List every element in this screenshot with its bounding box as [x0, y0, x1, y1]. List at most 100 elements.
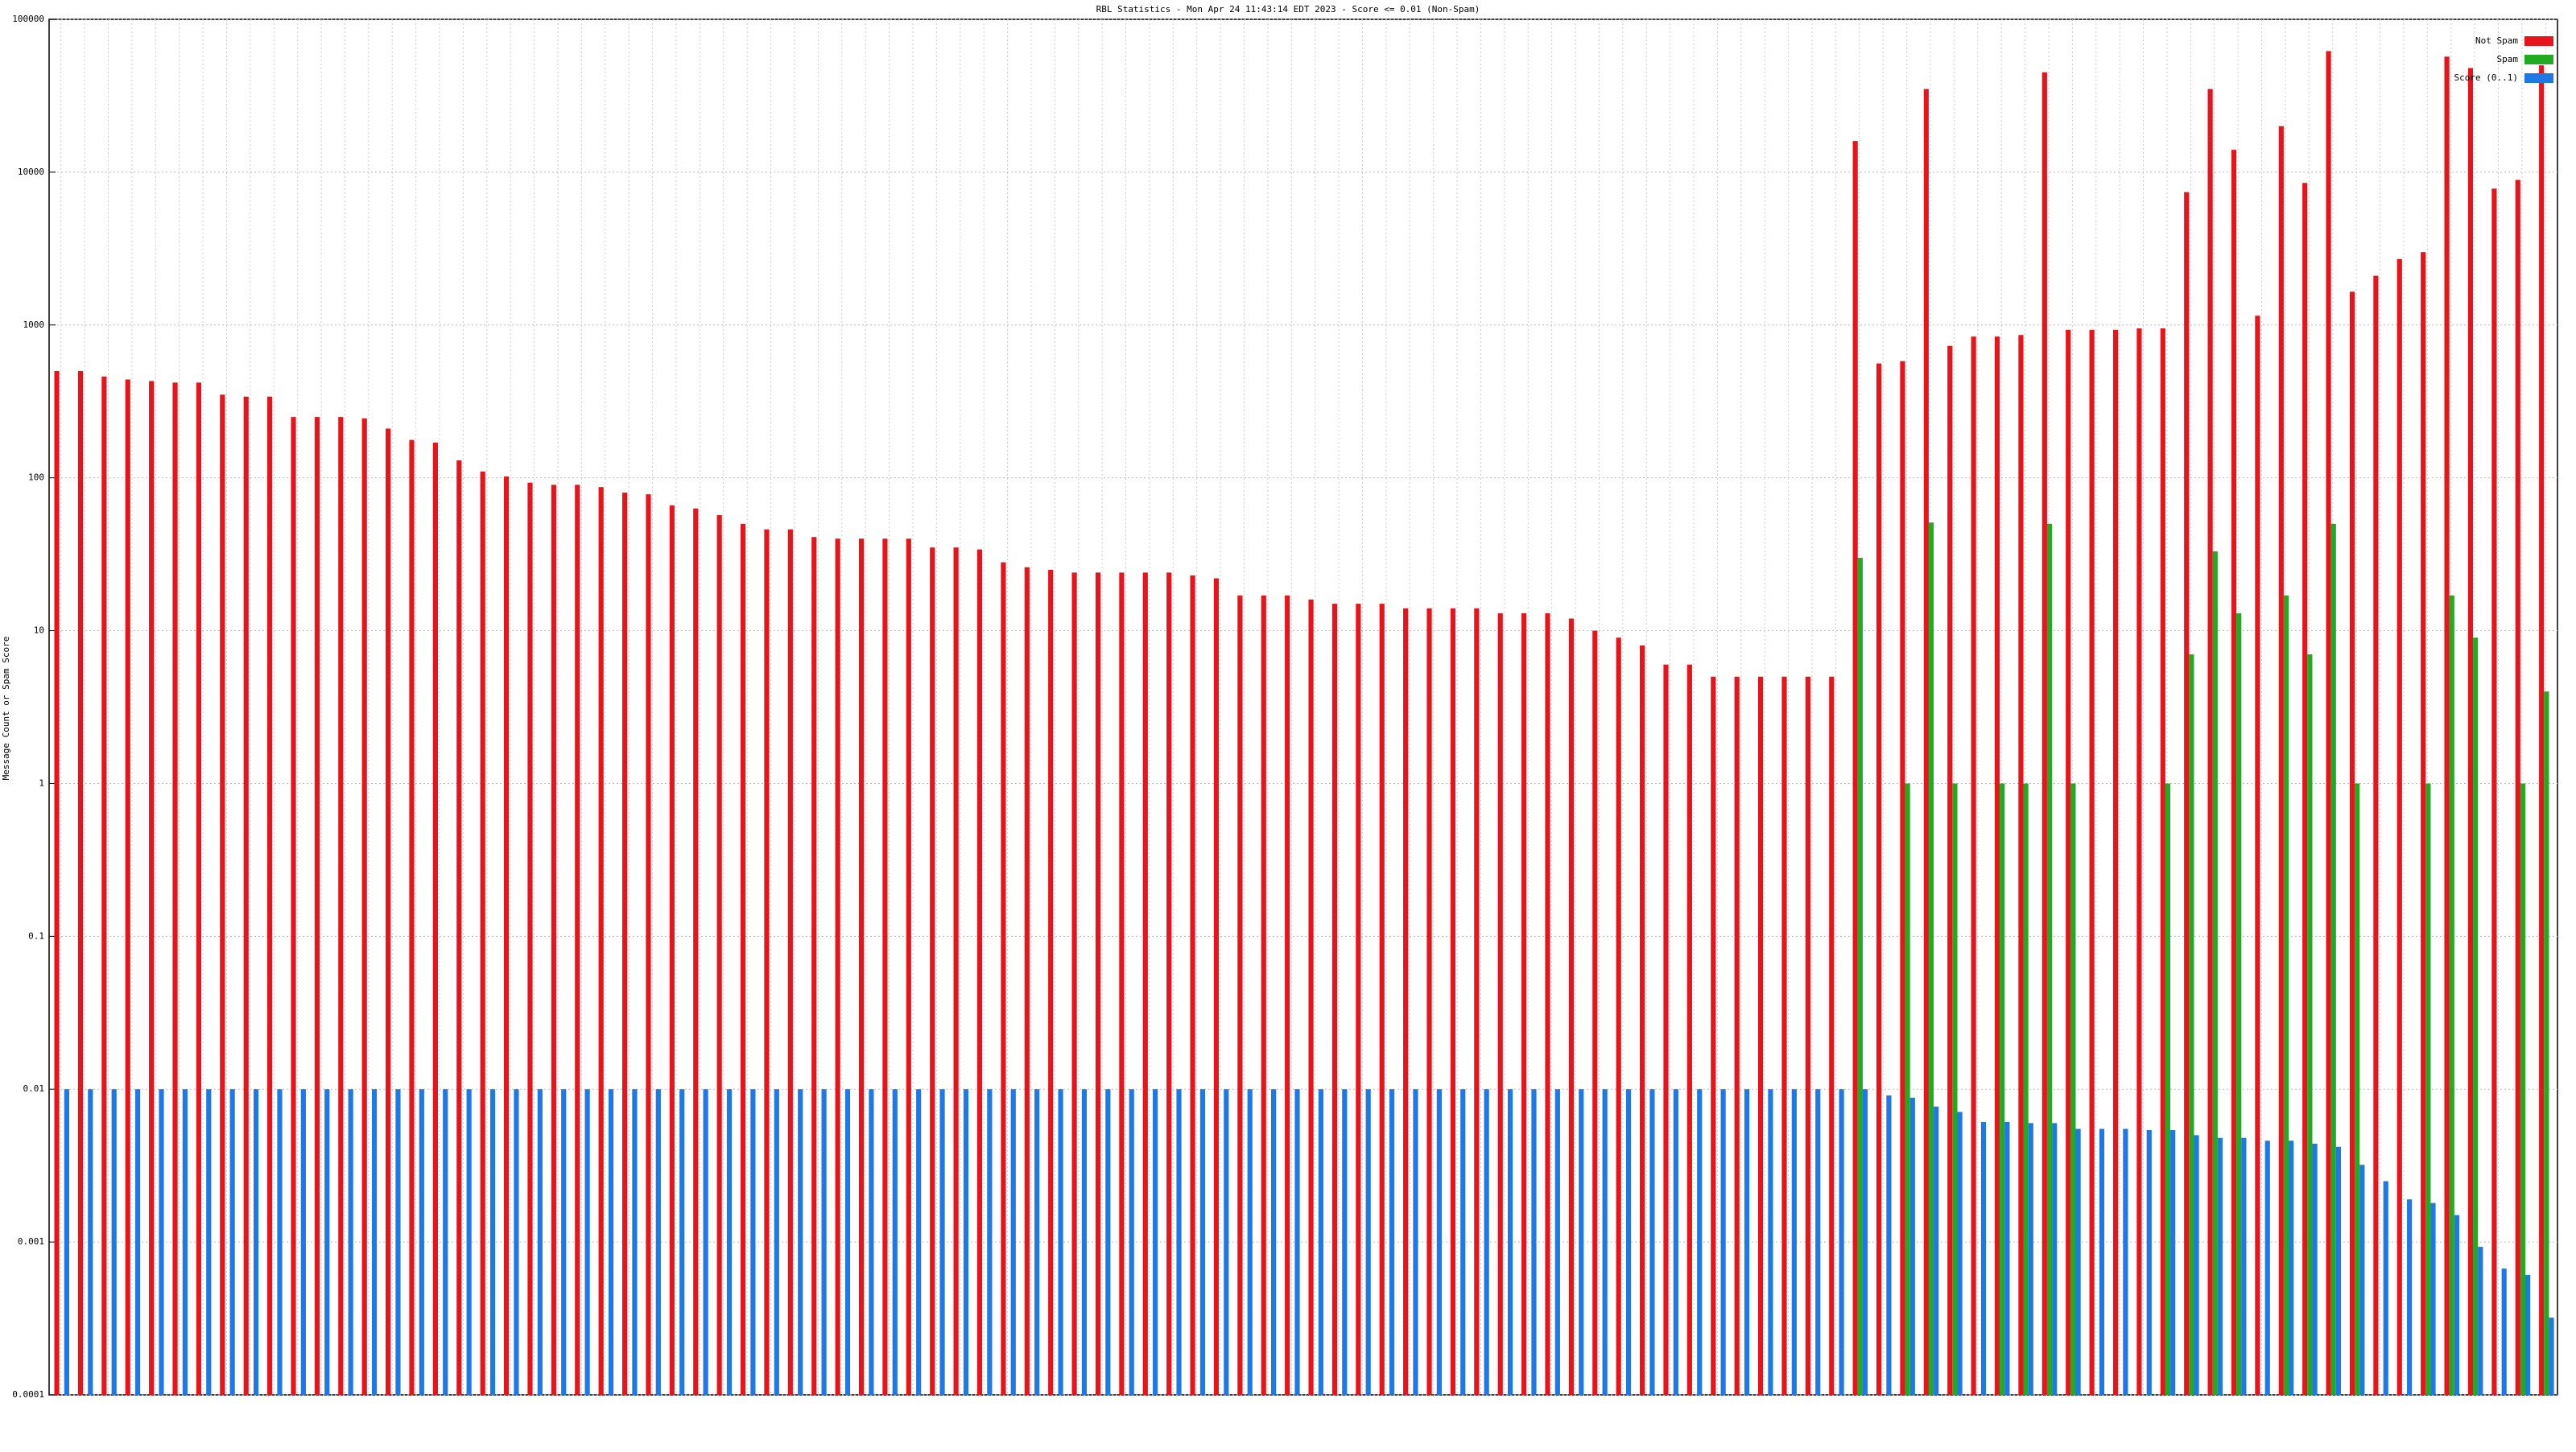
bar [1673, 1089, 1678, 1395]
bar [787, 529, 793, 1395]
bar [1829, 676, 1835, 1395]
bar [503, 476, 510, 1395]
bar [632, 1089, 638, 1395]
y-tick-label: 0.001 [18, 1236, 44, 1247]
bar [584, 1089, 590, 1395]
chart-title: RBL Statistics - Mon Apr 24 11:43:14 EDT… [1096, 4, 1480, 14]
legend-label: Not Spam [2475, 35, 2518, 46]
y-tick-label: 1000 [23, 320, 45, 330]
bar [1971, 336, 1976, 1396]
bar [1781, 676, 1787, 1395]
bar [1923, 89, 1929, 1395]
bar [64, 1089, 69, 1395]
bar [2544, 691, 2549, 1395]
bar [1356, 604, 1361, 1395]
bar [2136, 328, 2142, 1395]
bar [1001, 562, 1006, 1395]
bar [2165, 783, 2171, 1395]
bar [2349, 291, 2355, 1395]
bar [135, 1089, 141, 1395]
bar [489, 1089, 496, 1395]
bar [750, 1089, 756, 1395]
bar [963, 1089, 969, 1395]
bar [1602, 1089, 1608, 1395]
bar [655, 1089, 661, 1395]
bar [1947, 345, 1953, 1396]
bar [2170, 1130, 2176, 1395]
bar [1568, 618, 1574, 1395]
bar [371, 1089, 378, 1395]
bar [361, 418, 367, 1396]
bar [2160, 328, 2165, 1395]
bar [149, 381, 155, 1395]
bar [220, 394, 225, 1395]
bar [77, 370, 84, 1395]
bar [1507, 1089, 1513, 1395]
bar [2189, 654, 2194, 1395]
bar [291, 417, 296, 1395]
bar [2255, 316, 2260, 1395]
bar [2473, 637, 2479, 1395]
bar [2089, 329, 2095, 1396]
bar [1839, 1089, 1844, 1395]
bar [1579, 1089, 1584, 1395]
bar [2000, 783, 2005, 1395]
bar [1105, 1089, 1111, 1395]
bar [432, 442, 438, 1395]
bar [1957, 1112, 1963, 1395]
bar [466, 1089, 472, 1395]
bar [243, 396, 249, 1395]
bar [2184, 192, 2190, 1395]
bar [1119, 572, 1125, 1395]
bar [882, 538, 888, 1395]
bar [1545, 613, 1550, 1395]
bar [1058, 1089, 1063, 1395]
bar [2023, 783, 2029, 1395]
bar [527, 482, 533, 1396]
bar [1213, 578, 1220, 1395]
bar [858, 538, 865, 1395]
bar [1095, 572, 1101, 1395]
bar [101, 376, 107, 1396]
y-tick-label: 1 [39, 778, 44, 788]
bar [906, 538, 911, 1395]
bar [2307, 654, 2313, 1395]
bar [1199, 1089, 1206, 1395]
bar [1048, 569, 1054, 1395]
bar [939, 1089, 945, 1395]
bar [1436, 1089, 1442, 1395]
bar [1342, 1089, 1348, 1395]
bar [844, 1089, 851, 1395]
bar [1413, 1089, 1418, 1395]
bar [443, 1089, 448, 1395]
bar [2241, 1137, 2247, 1395]
bar [1318, 1089, 1323, 1395]
bar [1271, 1089, 1277, 1395]
y-axis-label: Message Count or Spam Score [1, 637, 11, 781]
bar [1625, 1089, 1632, 1395]
bar [575, 485, 580, 1396]
bar [1237, 595, 1243, 1395]
bar [869, 1089, 874, 1395]
bar [2449, 595, 2454, 1395]
bar [561, 1089, 567, 1395]
bar [1649, 1089, 1655, 1395]
bar [1176, 1089, 1182, 1395]
bar [1909, 1097, 1915, 1395]
bar [1592, 630, 1598, 1395]
bar [2425, 783, 2431, 1395]
bar [2146, 1130, 2152, 1395]
bar [348, 1089, 353, 1395]
bar [1994, 336, 2000, 1396]
bar [669, 505, 675, 1395]
bar [1081, 1089, 1088, 1395]
bar [2018, 335, 2024, 1395]
bar [1403, 608, 1409, 1395]
bar [2028, 1123, 2033, 1395]
bar [2407, 1199, 2413, 1395]
y-tick-label: 10 [34, 625, 44, 636]
bar [1024, 567, 1030, 1395]
bar [1876, 363, 1882, 1395]
bar [608, 1089, 614, 1395]
bar [386, 428, 391, 1396]
